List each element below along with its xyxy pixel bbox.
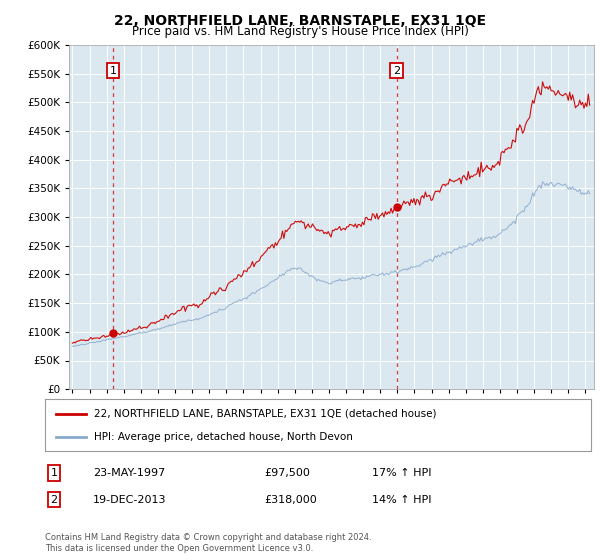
Text: 19-DEC-2013: 19-DEC-2013 [93,494,167,505]
Text: £318,000: £318,000 [264,494,317,505]
Text: 2: 2 [50,494,58,505]
Text: 22, NORTHFIELD LANE, BARNSTAPLE, EX31 1QE: 22, NORTHFIELD LANE, BARNSTAPLE, EX31 1Q… [114,14,486,28]
Text: 1: 1 [110,66,116,76]
Text: 17% ↑ HPI: 17% ↑ HPI [372,468,431,478]
Text: 1: 1 [50,468,58,478]
Text: Contains HM Land Registry data © Crown copyright and database right 2024.
This d: Contains HM Land Registry data © Crown c… [45,533,371,553]
Text: Price paid vs. HM Land Registry's House Price Index (HPI): Price paid vs. HM Land Registry's House … [131,25,469,38]
Text: 2: 2 [393,66,400,76]
Text: 22, NORTHFIELD LANE, BARNSTAPLE, EX31 1QE (detached house): 22, NORTHFIELD LANE, BARNSTAPLE, EX31 1Q… [94,409,437,419]
Text: 23-MAY-1997: 23-MAY-1997 [93,468,165,478]
Text: £97,500: £97,500 [264,468,310,478]
Text: 14% ↑ HPI: 14% ↑ HPI [372,494,431,505]
Text: HPI: Average price, detached house, North Devon: HPI: Average price, detached house, Nort… [94,432,353,442]
